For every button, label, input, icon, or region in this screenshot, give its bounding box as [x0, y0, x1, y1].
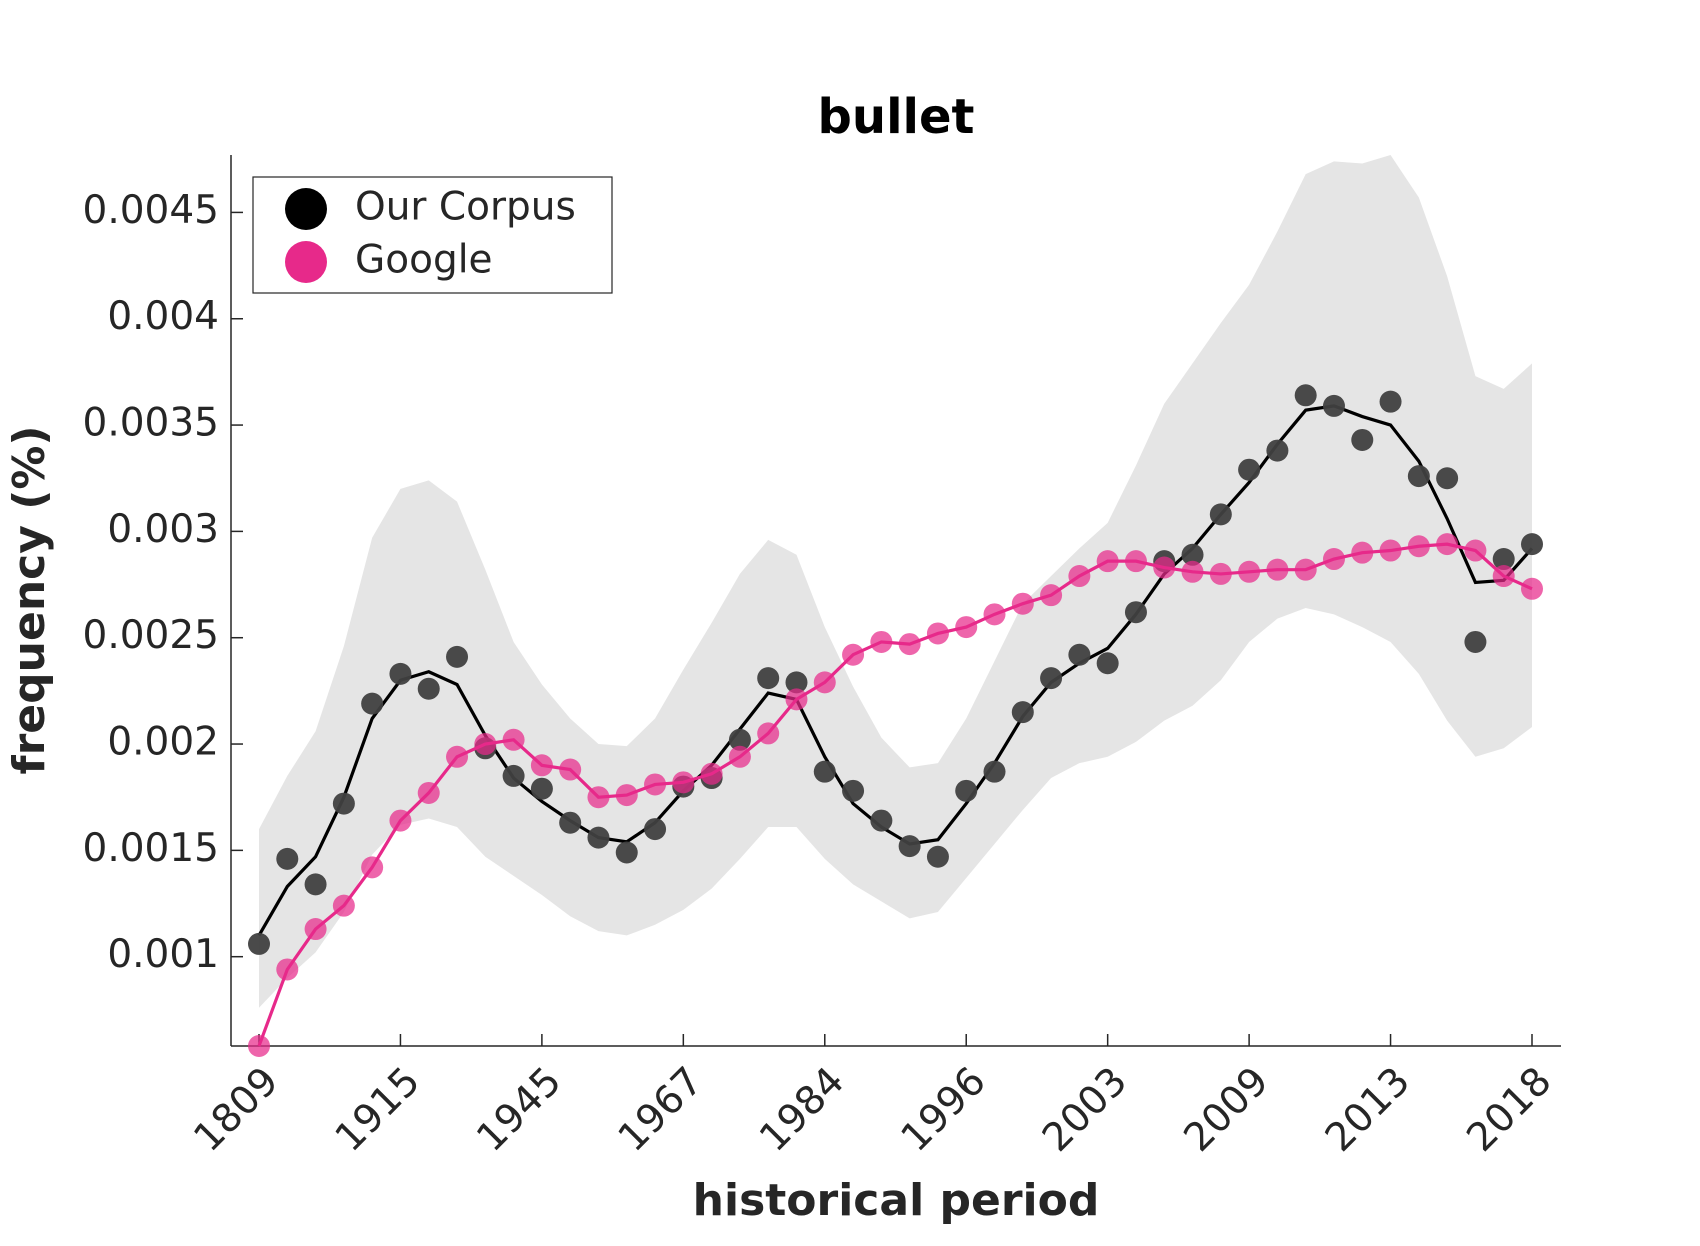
data-point	[757, 667, 780, 690]
x-axis-label: historical period	[693, 1175, 1100, 1226]
y-tick-label: 0.004	[107, 294, 219, 339]
legend-label: Our Corpus	[355, 185, 576, 230]
x-tick-label: 2013	[1317, 1059, 1419, 1161]
y-tick-label: 0.001	[107, 932, 219, 977]
data-point	[1294, 384, 1317, 407]
data-point	[361, 692, 384, 715]
data-point	[1238, 458, 1261, 481]
data-point	[1124, 601, 1147, 624]
data-point	[728, 728, 751, 751]
data-point	[446, 645, 469, 668]
chart-title: bullet	[818, 89, 975, 145]
data-point	[1096, 652, 1119, 675]
legend-marker	[285, 241, 327, 283]
data-point	[898, 835, 921, 858]
data-point	[983, 760, 1006, 783]
data-point	[304, 873, 327, 896]
y-axis-label: frequency (%)	[4, 425, 55, 774]
data-point	[502, 764, 525, 787]
data-point	[1379, 390, 1402, 413]
series-line	[257, 542, 1533, 1047]
data-point	[644, 818, 667, 841]
data-point	[1011, 701, 1034, 724]
data-point	[813, 760, 836, 783]
data-point	[530, 777, 553, 800]
x-tick-label: 2003	[1034, 1059, 1136, 1161]
x-tick-label: 1945	[468, 1059, 570, 1161]
data-point	[1521, 533, 1543, 556]
data-point	[587, 826, 610, 849]
data-point	[559, 811, 582, 834]
plot-area: 0.001 0.0015 0.002 0.0025 0.003 0.0035 0.004 0.…	[83, 155, 1561, 1161]
x-tick-label: 2018	[1458, 1059, 1560, 1161]
x-tick-label: 1984	[751, 1059, 853, 1161]
data-point	[1464, 630, 1487, 653]
data-point	[1351, 428, 1374, 451]
data-point	[1266, 439, 1289, 462]
data-point	[615, 841, 638, 864]
data-point	[332, 792, 355, 815]
data-point	[248, 932, 270, 955]
data-point	[842, 779, 865, 802]
data-point	[1407, 465, 1430, 488]
data-point	[276, 847, 299, 870]
data-point	[1068, 643, 1091, 666]
y-tick-label: 0.003	[107, 507, 219, 552]
y-tick-label: 0.002	[107, 720, 219, 765]
data-point	[785, 671, 808, 694]
x-tick-label: 2009	[1176, 1059, 1278, 1161]
x-tick-label: 1809	[185, 1059, 287, 1161]
data-point	[955, 779, 978, 802]
y-tick-label: 0.0045	[83, 188, 219, 233]
data-point	[389, 662, 412, 685]
legend-label: Google	[355, 238, 493, 283]
x-tick-label: 1967	[610, 1059, 712, 1161]
series-line	[257, 404, 1534, 937]
y-tick-label: 0.0025	[83, 613, 219, 658]
data-point	[926, 845, 949, 868]
data-point	[1040, 667, 1063, 690]
data-point	[870, 809, 893, 832]
confidence-band	[259, 155, 1532, 1008]
data-point	[1209, 503, 1232, 526]
x-tick-label: 1996	[893, 1059, 995, 1161]
x-tick-label: 1915	[327, 1059, 429, 1161]
data-point	[1436, 467, 1459, 490]
data-point	[1492, 548, 1515, 571]
y-tick-label: 0.0035	[83, 401, 219, 446]
data-point	[1322, 394, 1345, 417]
legend-marker	[285, 188, 327, 230]
y-tick-label: 0.0015	[83, 826, 219, 871]
data-point	[417, 677, 440, 700]
data-point	[1181, 543, 1204, 566]
